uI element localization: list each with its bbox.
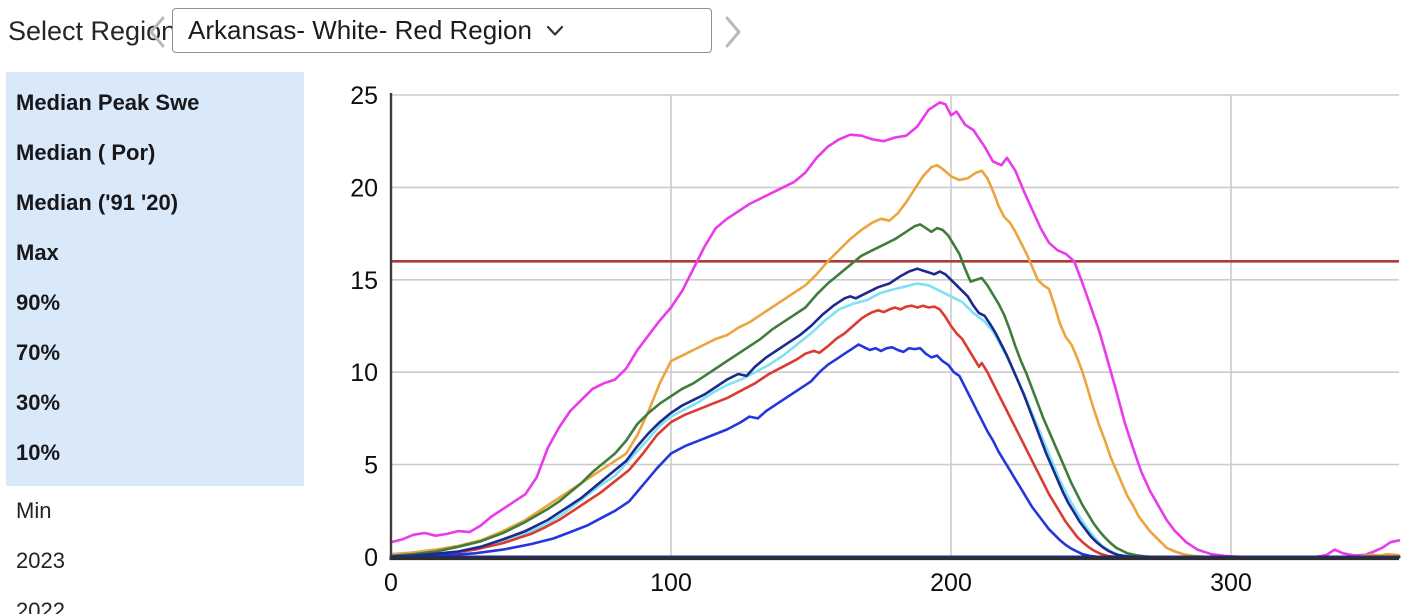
legend-item-70[interactable]: 70% <box>16 340 61 365</box>
previous-region-button[interactable] <box>146 12 168 52</box>
legend-item-median-por[interactable]: Median ( Por) <box>16 140 156 165</box>
legend-highlighted-group: Median Peak Swe Median ( Por) Median ('91 … <box>6 72 304 486</box>
y-tick-label: 5 <box>364 452 378 480</box>
series-10 <box>389 343 1401 559</box>
next-region-button[interactable] <box>722 12 744 52</box>
x-tick-label: 200 <box>930 569 972 597</box>
series-median-por <box>389 267 1401 559</box>
region-select[interactable]: Arkansas- White- Red Region <box>172 8 712 53</box>
legend-item-median-peak-swe[interactable]: Median Peak Swe <box>16 90 200 115</box>
select-region-label: Select Region: <box>8 16 184 46</box>
y-tick-label: 15 <box>350 267 378 295</box>
y-tick-label: 20 <box>350 174 378 202</box>
chevron-right-icon <box>722 12 744 52</box>
x-tick-label: 300 <box>1210 569 1252 597</box>
chart-legend-sidebar: Median Peak Swe Median ( Por) Median ('91 … <box>6 72 304 614</box>
legend-item-90[interactable]: 90% <box>16 290 61 315</box>
series-30 <box>389 304 1401 559</box>
x-tick-label: 0 <box>384 569 398 597</box>
series-median-91-20 <box>389 282 1401 559</box>
legend-item-2022[interactable]: 2022 <box>16 598 65 614</box>
series-70 <box>389 223 1401 559</box>
legend-item-2023[interactable]: 2023 <box>16 548 65 573</box>
region-select-value: Arkansas- White- Red Region <box>188 15 532 45</box>
legend-plain-group: Min 2023 2022 <box>6 486 304 614</box>
legend-item-10[interactable]: 10% <box>16 440 61 465</box>
chevron-left-icon <box>146 12 168 52</box>
y-tick-label: 10 <box>350 359 378 387</box>
legend-item-30[interactable]: 30% <box>16 390 61 415</box>
chevron-down-icon <box>546 25 564 37</box>
legend-item-min[interactable]: Min <box>16 498 52 523</box>
legend-item-max[interactable]: Max <box>16 240 59 265</box>
series-90 <box>389 163 1401 559</box>
legend-item-median-91-20[interactable]: Median ('91 '20) <box>16 190 179 215</box>
series-max <box>389 101 1401 559</box>
y-tick-label: 0 <box>364 544 378 572</box>
region-selector-bar: Select Region: Arkansas- White- Red Regi… <box>0 0 1414 64</box>
x-tick-label: 100 <box>650 569 692 597</box>
y-tick-label: 25 <box>350 82 378 110</box>
